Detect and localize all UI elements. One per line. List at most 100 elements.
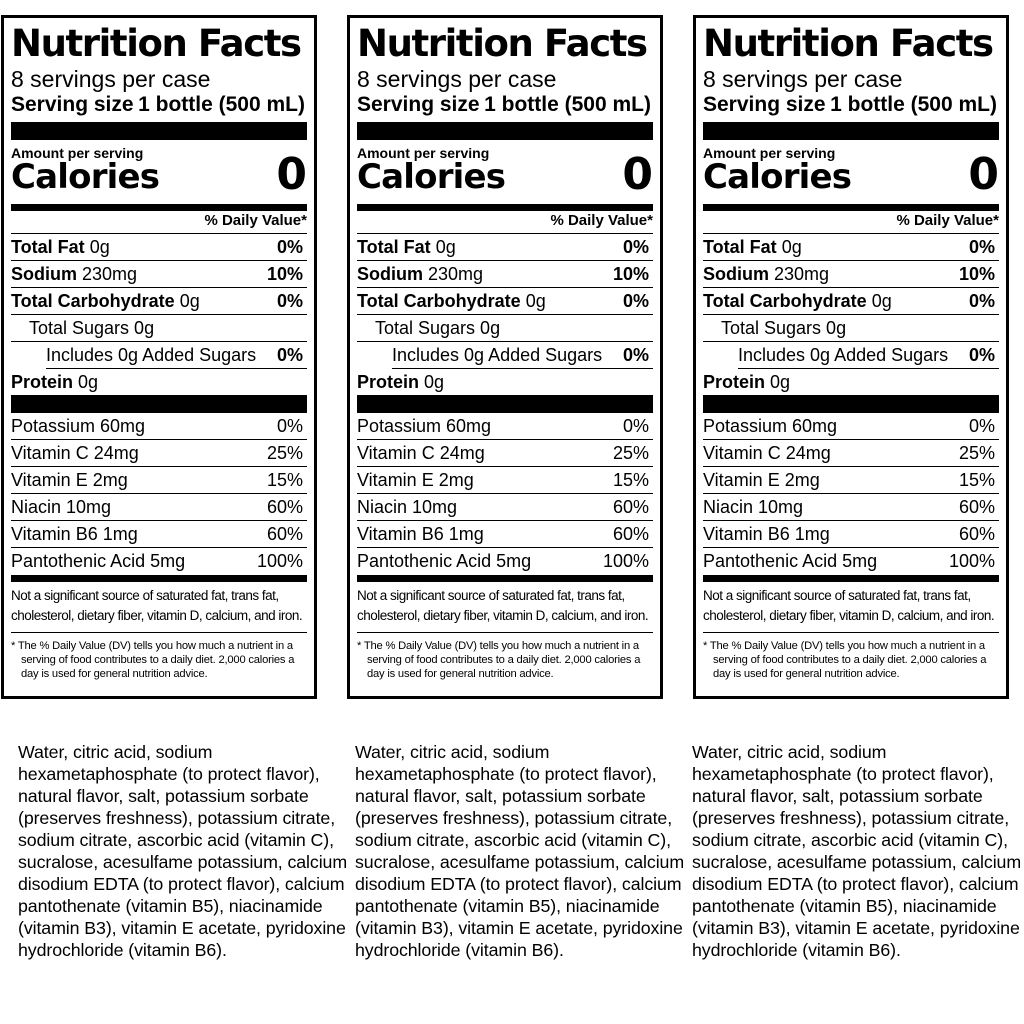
calories-row: Calories 0 xyxy=(357,153,653,198)
vitamin-name: Vitamin E 2mg xyxy=(703,469,820,490)
vitamin-row: Vitamin B6 1mg 60% xyxy=(703,521,999,548)
vitamin-name: Pantothenic Acid 5mg xyxy=(357,550,532,571)
nutrient-row-total-fat: Total Fat 0g 0% xyxy=(703,234,999,261)
vitamin-row: Niacin 10mg 60% xyxy=(357,494,653,521)
ingredients-text-2: Water, citric acid, sodium hexametaphosp… xyxy=(355,742,685,960)
vitamin-name: Niacin 10mg xyxy=(11,496,112,517)
nutrient-row-added-sugars: Includes 0g Added Sugars 0% xyxy=(738,342,999,369)
medium-divider xyxy=(703,204,999,211)
thick-divider xyxy=(11,122,307,140)
nutrient-dv: 0% xyxy=(622,290,649,311)
nutrient-row-total-sugars: Total Sugars 0g xyxy=(11,315,307,342)
servings-per-container: 8 servings per case xyxy=(11,66,211,92)
nutrient-name: Protein xyxy=(11,371,74,392)
nutrition-facts-panel-3: Nutrition Facts 8 servings per case Serv… xyxy=(693,15,1009,699)
nutrient-dv: 10% xyxy=(612,263,649,284)
vitamin-dv: 15% xyxy=(612,469,649,490)
nutrient-amount: 0g xyxy=(781,236,802,257)
vitamin-name: Niacin 10mg xyxy=(357,496,458,517)
serving-size-value: 1 bottle (500 mL) xyxy=(830,93,997,116)
nutrient-amount: 0g xyxy=(770,371,791,392)
label-title: Nutrition Facts xyxy=(703,24,994,65)
calories-value: 0 xyxy=(622,149,653,200)
daily-value-header: % Daily Value* xyxy=(703,211,999,234)
calories-value: 0 xyxy=(276,149,307,200)
vitamin-name: Vitamin B6 1mg xyxy=(703,523,830,544)
nutrient-dv: 0% xyxy=(968,290,995,311)
vitamin-name: Pantothenic Acid 5mg xyxy=(11,550,186,571)
nutrient-amount: 230mg xyxy=(428,263,484,284)
nutrient-dv: 0% xyxy=(276,344,303,365)
nutrition-facts-panel-2: Nutrition Facts 8 servings per case Serv… xyxy=(347,15,663,699)
vitamin-name: Pantothenic Acid 5mg xyxy=(703,550,878,571)
vitamin-row: Potassium 60mg 0% xyxy=(357,413,653,440)
nutrient-dv: 0% xyxy=(622,344,649,365)
nutrient-row-protein: Protein 0g xyxy=(11,369,307,395)
nutrient-name: Total Carbohydrate xyxy=(703,290,867,311)
vitamin-dv: 60% xyxy=(958,523,995,544)
nutrient-name: Total Fat xyxy=(703,236,777,257)
vitamin-row: Vitamin B6 1mg 60% xyxy=(357,521,653,548)
amount-per-serving: Amount per serving xyxy=(703,145,836,161)
nutrient-name: Includes 0g Added Sugars xyxy=(392,344,603,365)
vitamin-name: Vitamin E 2mg xyxy=(11,469,128,490)
nutrient-name: Sodium xyxy=(357,263,423,284)
nutrient-row-sodium: Sodium 230mg 10% xyxy=(11,261,307,288)
vitamin-name: Vitamin B6 1mg xyxy=(357,523,484,544)
nutrient-row-protein: Protein 0g xyxy=(357,369,653,395)
nutrient-amount: 0g xyxy=(424,371,445,392)
daily-value-footnote: * The % Daily Value (DV) tells you how m… xyxy=(357,640,641,680)
nutrient-row-protein: Protein 0g xyxy=(703,369,999,395)
vitamin-dv: 60% xyxy=(266,496,303,517)
nutrient-dv: 0% xyxy=(276,236,303,257)
nutrient-name: Protein xyxy=(357,371,420,392)
medium-divider xyxy=(11,575,307,582)
nutrient-row-total-fat: Total Fat 0g 0% xyxy=(357,234,653,261)
calories-label: Calories xyxy=(357,157,506,197)
nutrient-amount: 0g xyxy=(89,236,110,257)
serving-size-row: Serving size 1 bottle (500 mL) xyxy=(11,92,307,118)
vitamin-row: Potassium 60mg 0% xyxy=(703,413,999,440)
vitamin-row: Vitamin C 24mg 25% xyxy=(357,440,653,467)
daily-value-header: % Daily Value* xyxy=(11,211,307,234)
vitamin-dv: 60% xyxy=(958,496,995,517)
nutrient-row-total-carbohydrate: Total Carbohydrate 0g 0% xyxy=(357,288,653,315)
nutrient-dv: 0% xyxy=(276,290,303,311)
nutrient-row-sodium: Sodium 230mg 10% xyxy=(703,261,999,288)
vitamin-row: Vitamin E 2mg 15% xyxy=(357,467,653,494)
nutrient-row-added-sugars: Includes 0g Added Sugars 0% xyxy=(46,342,307,369)
nutrient-amount: 0g xyxy=(435,236,456,257)
ingredients-text-1: Water, citric acid, sodium hexametaphosp… xyxy=(18,742,348,960)
vitamin-dv: 25% xyxy=(958,442,995,463)
nutrient-name: Includes 0g Added Sugars xyxy=(46,344,257,365)
nutrient-row-total-fat: Total Fat 0g 0% xyxy=(11,234,307,261)
serving-size-value: 1 bottle (500 mL) xyxy=(138,93,305,116)
vitamin-dv: 25% xyxy=(612,442,649,463)
nutrient-row-sodium: Sodium 230mg 10% xyxy=(357,261,653,288)
nutrient-name: Sodium xyxy=(11,263,77,284)
vitamin-name: Vitamin C 24mg xyxy=(357,442,485,463)
vitamin-name: Potassium 60mg xyxy=(703,415,838,436)
nutrition-facts-panel-1: Nutrition Facts 8 servings per case Serv… xyxy=(1,15,317,699)
vitamin-row: Pantothenic Acid 5mg 100% xyxy=(11,548,307,574)
nutrient-name: Total Sugars 0g xyxy=(29,317,155,338)
vitamin-name: Potassium 60mg xyxy=(357,415,492,436)
medium-divider xyxy=(357,204,653,211)
vitamin-row: Pantothenic Acid 5mg 100% xyxy=(357,548,653,574)
nutrient-name: Total Fat xyxy=(357,236,431,257)
calories-row: Calories 0 xyxy=(703,153,999,198)
nutrient-name: Total Carbohydrate xyxy=(11,290,175,311)
label-title: Nutrition Facts xyxy=(357,24,648,65)
nutrient-amount: 230mg xyxy=(82,263,138,284)
vitamin-dv: 0% xyxy=(622,415,649,436)
vitamin-row: Niacin 10mg 60% xyxy=(703,494,999,521)
thick-divider xyxy=(357,395,653,413)
medium-divider xyxy=(11,204,307,211)
nutrient-name: Total Fat xyxy=(11,236,85,257)
thick-divider xyxy=(703,122,999,140)
nutrient-name: Total Sugars 0g xyxy=(375,317,501,338)
vitamin-row: Vitamin B6 1mg 60% xyxy=(11,521,307,548)
vitamin-row: Niacin 10mg 60% xyxy=(11,494,307,521)
calories-row: Calories 0 xyxy=(11,153,307,198)
vitamin-dv: 100% xyxy=(602,550,649,571)
